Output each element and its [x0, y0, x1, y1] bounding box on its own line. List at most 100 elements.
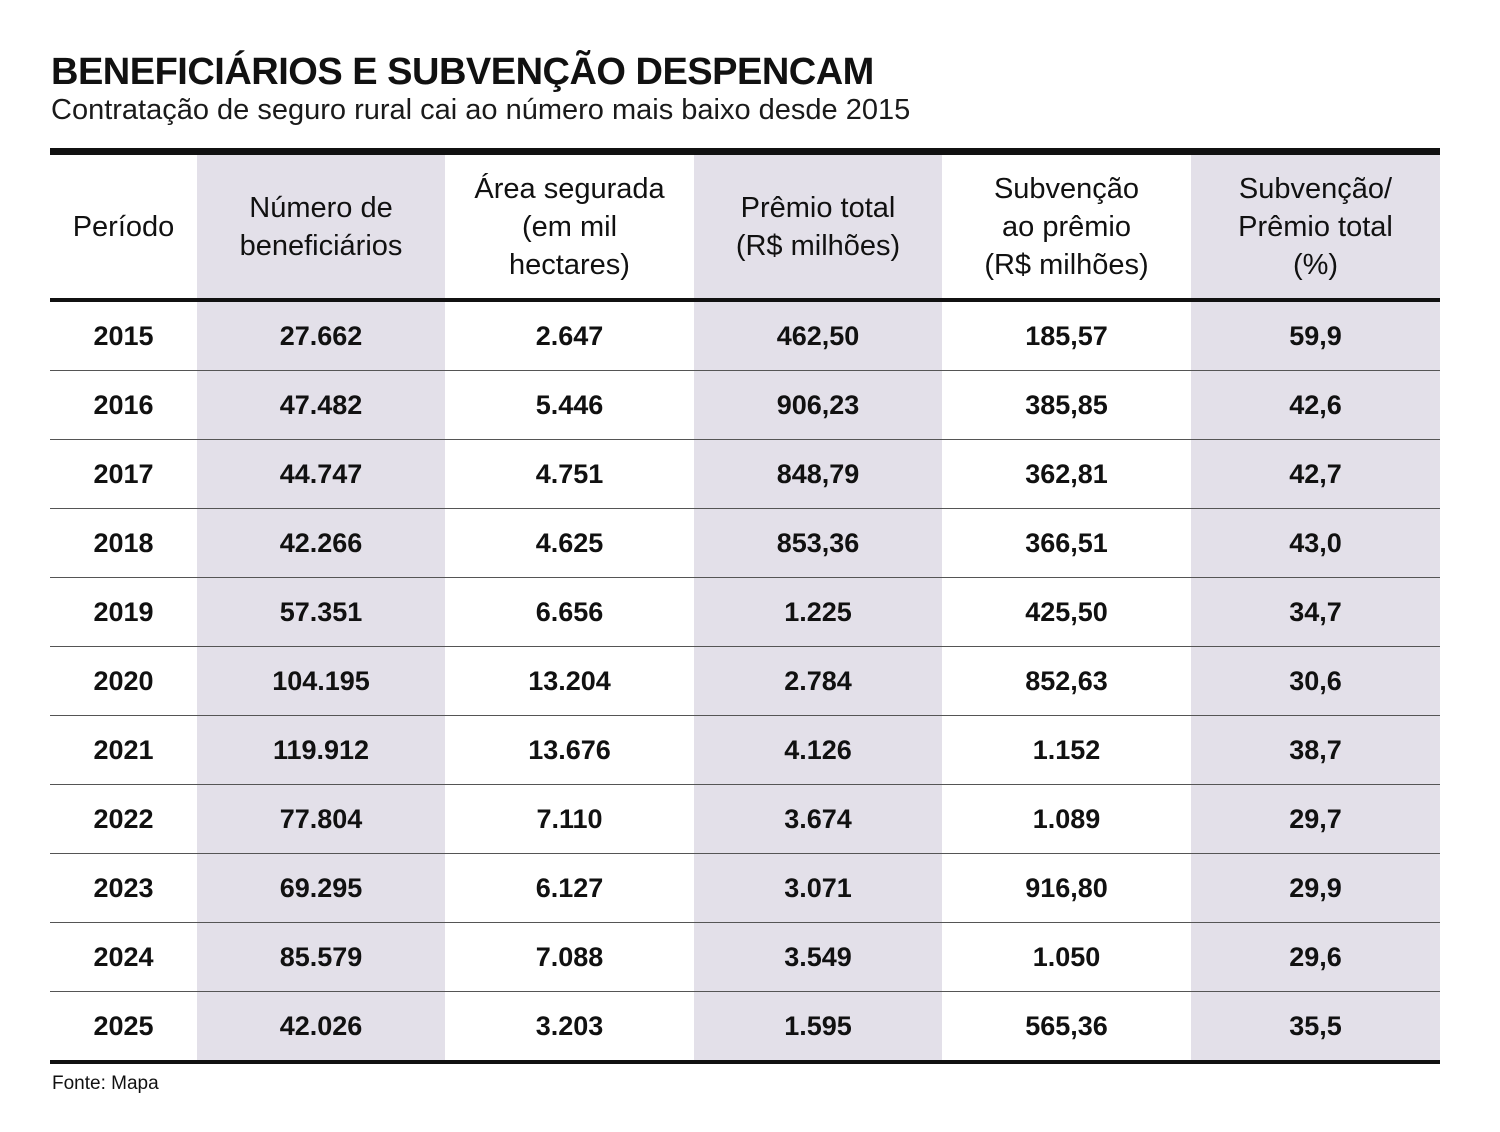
header-row: Período Número de beneficiários Área segura… [50, 151, 1440, 302]
table-row: 2017 44.747 4.751 848,79 362,81 42,7 [50, 439, 1440, 509]
row-period-cell: 2017 [50, 439, 197, 509]
table-cell: 852,63 [942, 646, 1191, 716]
table-row: 2019 57.351 6.656 1.225 425,50 34,7 [50, 577, 1440, 647]
table-cell: 77.804 [197, 784, 445, 854]
data-table-container: Período Número de beneficiários Área segura… [50, 148, 1440, 1064]
table-cell: 565,36 [1025, 1010, 1108, 1041]
table-cell: 4.751 [445, 439, 694, 509]
table-cell: 1.595 [694, 991, 942, 1062]
table-cell: 42.026 [197, 991, 445, 1062]
table-cell: 47.482 [197, 370, 445, 440]
row-period-cell: 2020 [50, 646, 197, 716]
table-cell: 57.351 [197, 577, 445, 647]
row-period-cell: 2024 [50, 922, 197, 992]
table-cell: 30,6 [1191, 646, 1440, 716]
column-header-line: hectares) [509, 248, 630, 281]
table-cell: 3.203 [535, 1010, 604, 1041]
row-period-cell: 2015 [50, 300, 197, 371]
table-header: Período Número de beneficiários Área segura… [50, 151, 1440, 302]
table-cell: 848,79 [694, 439, 942, 509]
table-row: 2021 119.912 13.676 4.126 1.152 38,7 [50, 715, 1440, 785]
column-header-0: Período [50, 151, 197, 302]
table-cell: 119.912 [197, 715, 445, 785]
table-cell: 7.088 [445, 922, 694, 992]
row-period-cell: 2016 [50, 370, 197, 440]
column-header-line: Subvenção/ [1238, 172, 1393, 205]
row-period-cell: 2019 [50, 577, 197, 647]
table-cell: 2.784 [694, 646, 942, 716]
chart-title: BENEFICIÁRIOS E SUBVENÇÃO DESPENCAM [51, 51, 874, 93]
column-header-2: Área segurada (em mil hectares) [445, 151, 694, 302]
table-cell: 6.127 [445, 853, 694, 923]
table-cell: 42,6 [1191, 370, 1440, 440]
column-header-line: Número de [249, 191, 393, 224]
table-cell: 59,9 [1191, 300, 1440, 371]
column-header-line: (em mil [521, 210, 618, 243]
table-row: 2025 42.026 3.203 1.595 565,36 35,5 [50, 991, 1440, 1062]
column-header-line: Subvenção [993, 172, 1140, 205]
table-cell: 85.579 [197, 922, 445, 992]
table-cell: 366,51 [942, 508, 1191, 578]
table-cell: 385,85 [942, 370, 1191, 440]
table-cell: 1.225 [694, 577, 942, 647]
table-cell: 7.110 [445, 784, 694, 854]
table-cell: 1.050 [942, 922, 1191, 992]
column-header-line: (%) [1292, 248, 1339, 281]
table-cell: 69.295 [197, 853, 445, 923]
column-header-4: Subvenção ao prêmio (R$ milhões) [942, 151, 1191, 302]
table-cell: 2.647 [445, 300, 694, 371]
column-header-line: Prêmio total [1238, 210, 1393, 243]
table-cell: 13.676 [445, 715, 694, 785]
source-note: Fonte: Mapa [52, 1073, 159, 1094]
row-period-cell: 2022 [50, 784, 197, 854]
column-header-1: Número de beneficiários [197, 151, 445, 302]
table-cell: 185,57 [942, 300, 1191, 371]
table-cell: 44.747 [197, 439, 445, 509]
table-row: 2016 47.482 5.446 906,23 385,85 42,6 [50, 370, 1440, 440]
row-period-cell: 2018 [50, 508, 197, 578]
table-cell: 906,23 [694, 370, 942, 440]
table-cell: 5.446 [445, 370, 694, 440]
column-header-3: Prêmio total (R$ milhões) [694, 151, 942, 302]
table-cell: 38,7 [1191, 715, 1440, 785]
table-cell: 13.204 [445, 646, 694, 716]
row-period-cell: 2025 [93, 1010, 154, 1041]
table-cell: 853,36 [694, 508, 942, 578]
column-header-line: (R$ milhões) [984, 248, 1149, 281]
table-cell: 29,7 [1191, 784, 1440, 854]
table-cell: 3.549 [694, 922, 942, 992]
table-cell: 4.625 [445, 508, 694, 578]
table-cell: 3.071 [694, 853, 942, 923]
table-cell: 916,80 [942, 853, 1191, 923]
table-cell: 29,6 [1191, 922, 1440, 992]
table-cell: 34,7 [1191, 577, 1440, 647]
table-cell: 1.152 [942, 715, 1191, 785]
row-period-cell: 2021 [50, 715, 197, 785]
column-header-5: Subvenção/Prêmio total (%) [1191, 151, 1440, 302]
table-row: 2015 27.662 2.647 462,50 185,57 59,9 [50, 300, 1440, 371]
data-table: Período Número de beneficiários Área segura… [50, 148, 1440, 1064]
column-header-line: Área segurada [474, 172, 665, 205]
row-period-cell: 2023 [50, 853, 197, 923]
table-cell: 4.126 [694, 715, 942, 785]
column-header-line: Período [72, 210, 175, 243]
table-cell: 43,0 [1191, 508, 1440, 578]
column-header-line: (R$ milhões) [735, 229, 901, 262]
table-row: 2018 42.266 4.625 853,36 366,51 43,0 [50, 508, 1440, 578]
table-row: 2023 69.295 6.127 3.071 916,80 29,9 [50, 853, 1440, 923]
table-row: 2024 85.579 7.088 3.549 1.050 29,6 [50, 922, 1440, 992]
table-cell: 29,9 [1191, 853, 1440, 923]
column-header-line: ao prêmio [1002, 210, 1131, 243]
table-cell: 3.674 [694, 784, 942, 854]
column-header-line: Prêmio total [740, 191, 896, 224]
table-row: 2022 77.804 7.110 3.674 1.089 29,7 [50, 784, 1440, 854]
table-cell: 1.089 [942, 784, 1191, 854]
table-cell: 27.662 [197, 300, 445, 371]
table-row: 2020 104.195 13.204 2.784 852,63 30,6 [50, 646, 1440, 716]
table-cell: 362,81 [942, 439, 1191, 509]
chart-subtitle: Contratação de seguro rural cai ao númer… [51, 94, 911, 126]
table-cell: 104.195 [197, 646, 445, 716]
table-cell: 42,7 [1191, 439, 1440, 509]
table-cell: 425,50 [942, 577, 1191, 647]
table-cell: 42.266 [197, 508, 445, 578]
